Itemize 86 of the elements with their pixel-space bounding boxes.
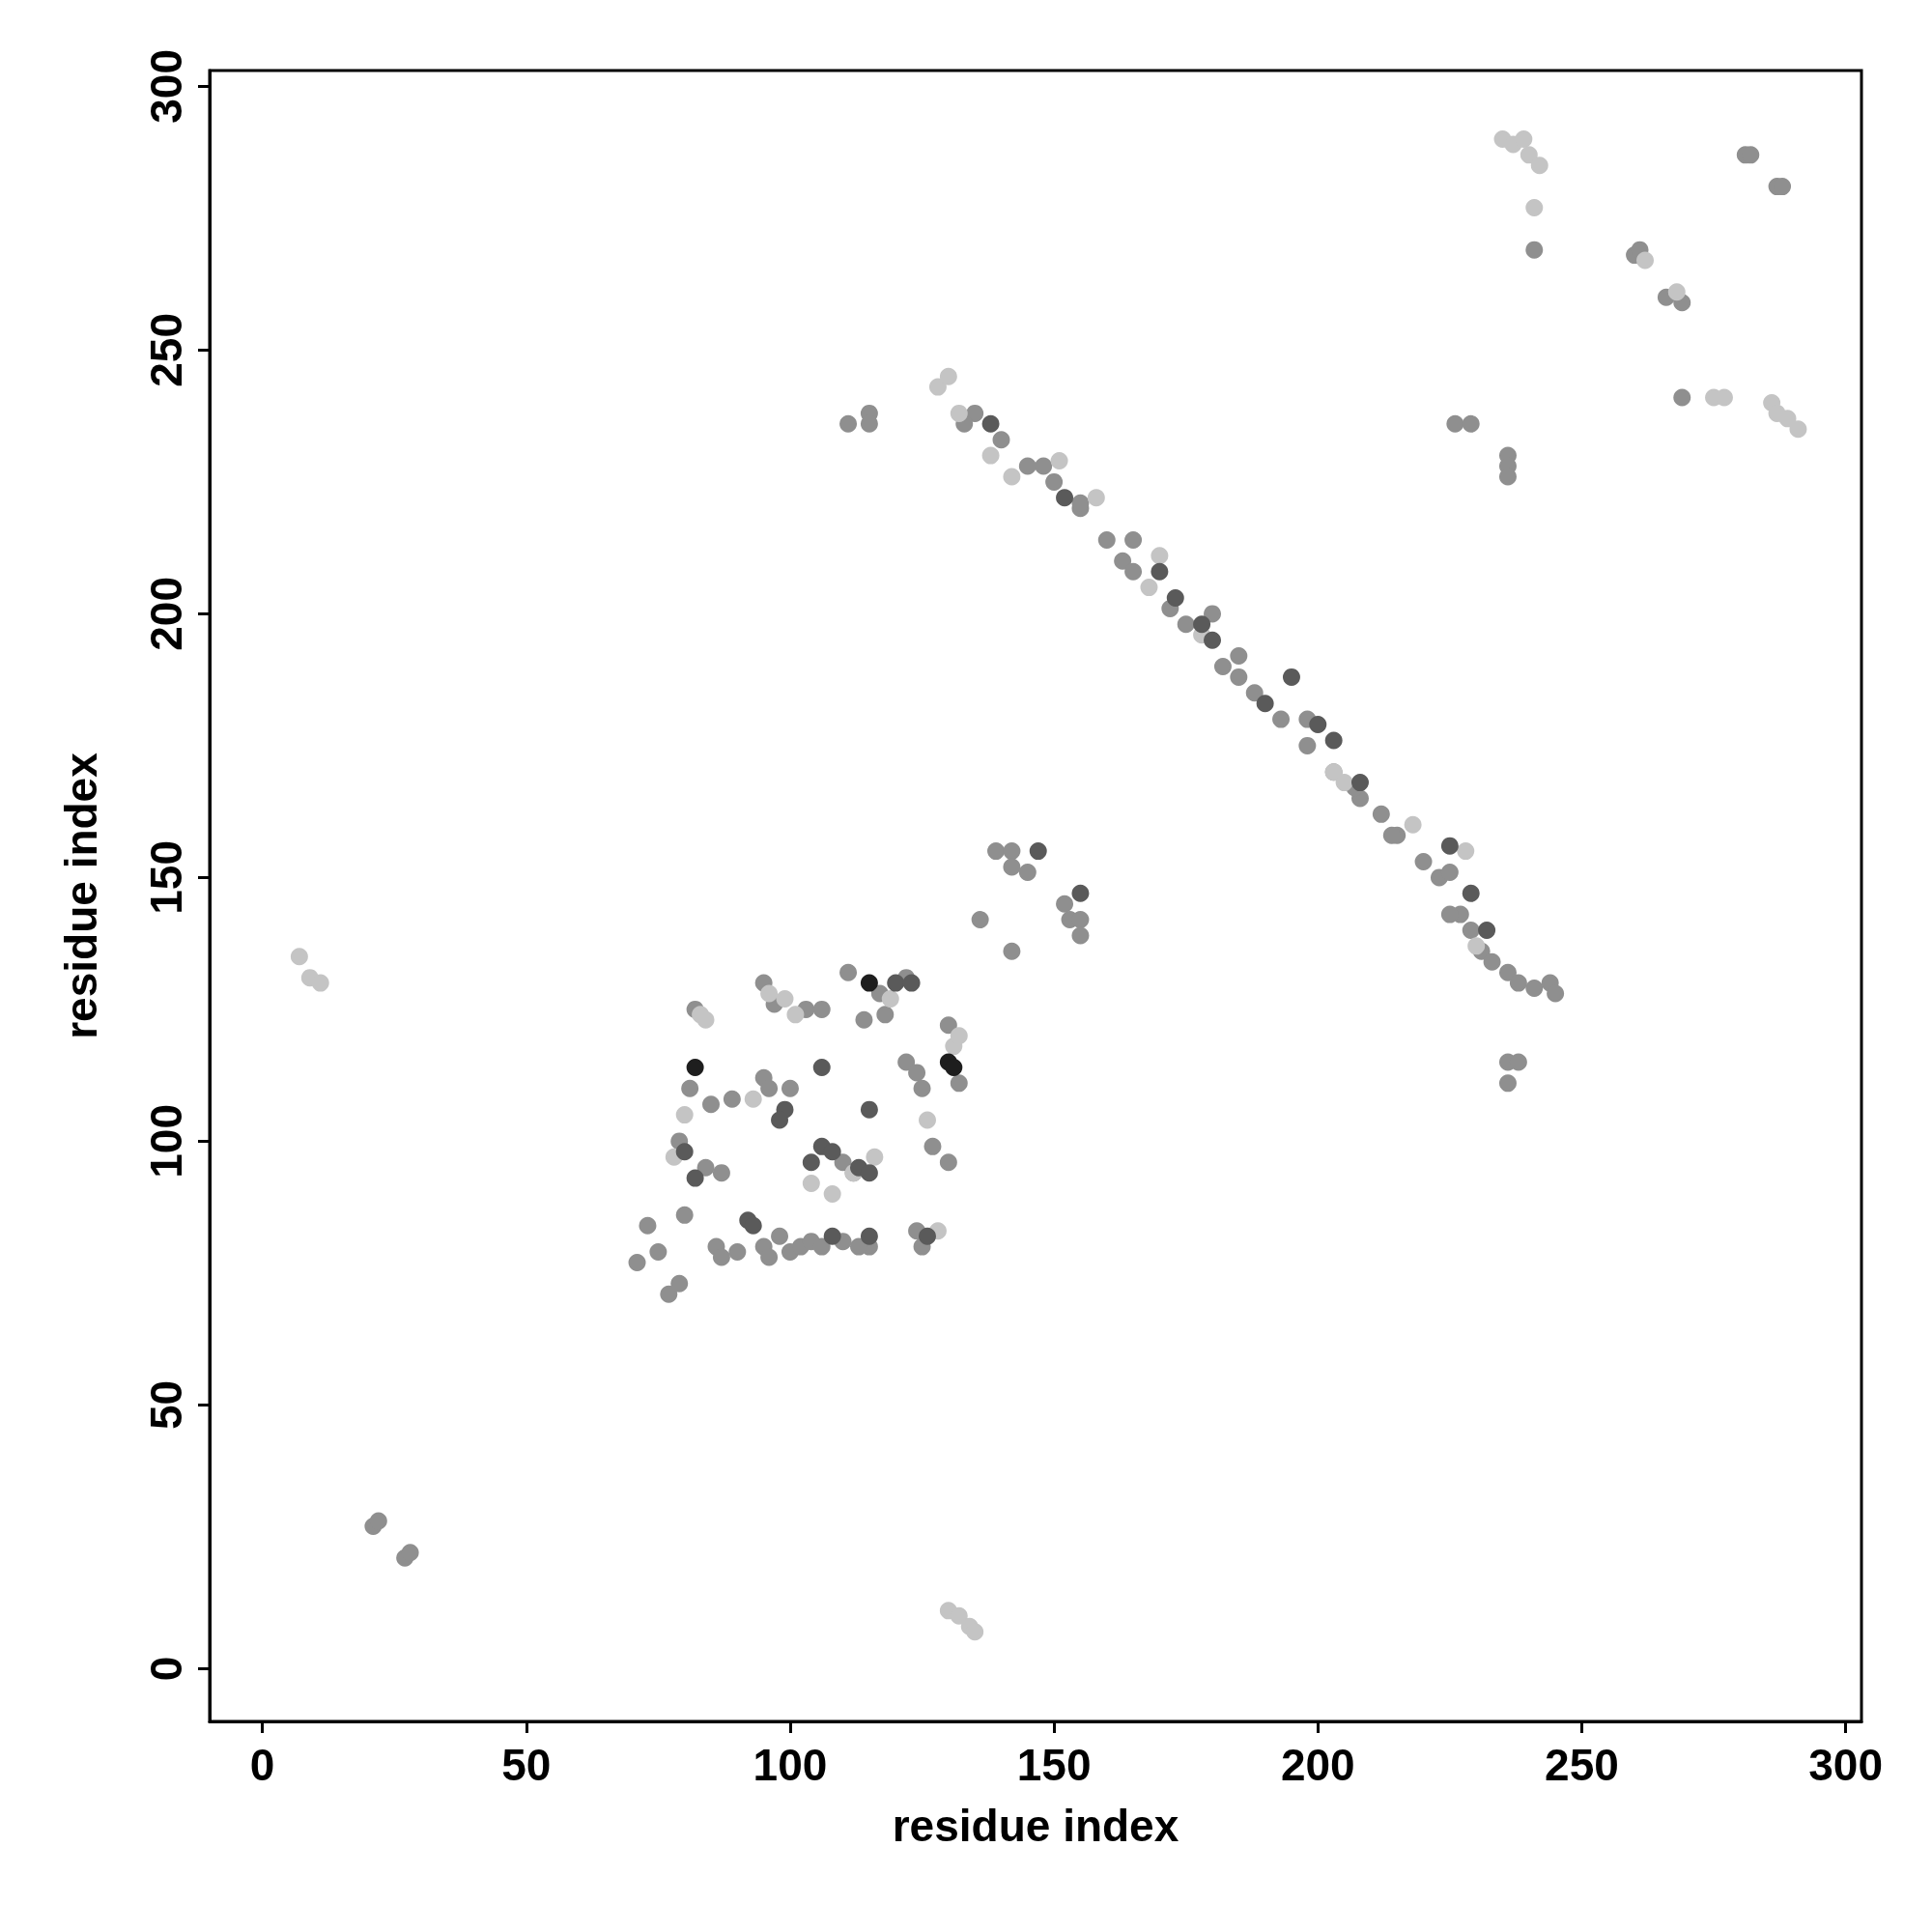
point: [1636, 251, 1655, 270]
point: [696, 1010, 715, 1029]
point: [1309, 716, 1327, 734]
point: [675, 1106, 694, 1124]
point: [981, 446, 1000, 465]
point: [1087, 489, 1105, 507]
point: [1324, 731, 1343, 750]
point: [939, 367, 957, 385]
point: [902, 974, 921, 992]
x-axis-title: residue index: [892, 1801, 1179, 1851]
point: [1056, 489, 1074, 507]
point: [744, 1216, 762, 1235]
y-tick-label: 300: [141, 49, 191, 124]
x-tick-label: 250: [1545, 1740, 1619, 1790]
point: [1457, 842, 1475, 861]
point: [1467, 937, 1486, 955]
point: [1151, 562, 1169, 581]
point: [776, 989, 794, 1008]
point: [950, 1606, 968, 1625]
y-tick-label: 50: [141, 1379, 191, 1430]
point: [1140, 579, 1158, 597]
x-tick-label: 200: [1280, 1740, 1355, 1790]
point: [1050, 452, 1068, 470]
point: [928, 378, 947, 396]
point: [881, 989, 899, 1008]
point: [1351, 774, 1369, 792]
point: [1530, 156, 1548, 175]
point: [786, 1006, 805, 1024]
point: [1193, 615, 1211, 634]
point: [686, 1169, 704, 1187]
point: [860, 974, 878, 992]
point: [1335, 774, 1353, 792]
point: [1462, 884, 1480, 902]
point: [1256, 695, 1274, 713]
point: [823, 1185, 841, 1203]
point: [744, 1090, 762, 1108]
point: [1789, 420, 1807, 439]
point: [1520, 146, 1538, 164]
point: [919, 1111, 936, 1129]
point: [1166, 589, 1184, 607]
y-tick-label: 150: [141, 840, 191, 915]
point: [981, 414, 1000, 433]
point: [686, 1058, 704, 1076]
y-tick-label: 0: [141, 1656, 191, 1682]
point: [1003, 468, 1021, 486]
point: [823, 1143, 841, 1161]
x-tick-label: 150: [1016, 1740, 1092, 1790]
y-tick-label: 200: [141, 577, 191, 651]
point: [802, 1175, 820, 1193]
point: [290, 948, 308, 966]
point: [966, 1623, 984, 1641]
y-tick-label: 100: [141, 1104, 191, 1179]
point: [311, 974, 329, 992]
point: [945, 1058, 963, 1076]
point: [1525, 198, 1544, 216]
point: [1667, 283, 1686, 301]
point: [1151, 547, 1169, 565]
point: [1778, 410, 1797, 428]
point: [866, 1148, 884, 1166]
point: [1204, 631, 1222, 649]
point: [1282, 668, 1300, 686]
y-tick-label: 250: [141, 313, 191, 387]
point: [919, 1227, 936, 1245]
point: [802, 1153, 820, 1172]
point: [860, 1227, 878, 1245]
point: [771, 1111, 789, 1129]
point: [1515, 129, 1533, 148]
point: [1440, 837, 1459, 855]
point: [812, 1058, 831, 1076]
x-tick-label: 100: [753, 1740, 828, 1790]
point: [1029, 842, 1047, 861]
point: [1071, 884, 1090, 902]
point: [1478, 921, 1496, 939]
x-tick-label: 0: [249, 1740, 275, 1790]
x-tick-label: 300: [1808, 1740, 1883, 1790]
point: [887, 974, 905, 992]
point: [860, 1164, 878, 1182]
point: [950, 404, 968, 422]
point: [860, 1100, 878, 1119]
point: [950, 1027, 968, 1045]
point: [823, 1227, 841, 1245]
point: [760, 984, 779, 1003]
y-axis-title: residue index: [56, 752, 106, 1039]
x-tick-label: 50: [501, 1740, 552, 1790]
point: [1404, 815, 1422, 834]
point: [675, 1143, 694, 1161]
